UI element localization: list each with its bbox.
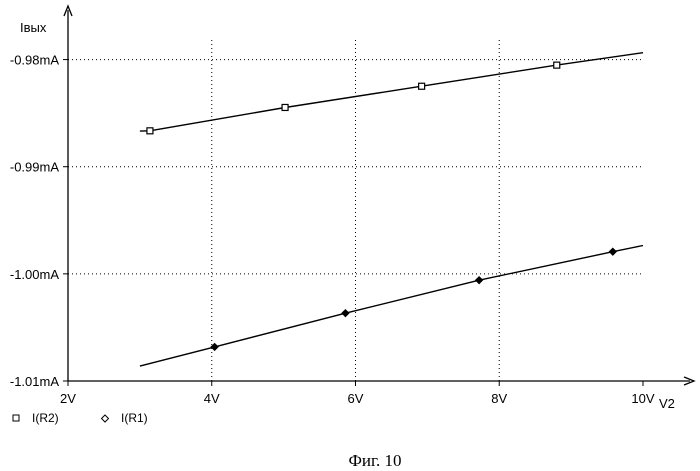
data-point-square — [554, 62, 560, 68]
y-tick-label: -1.01mA — [10, 374, 59, 389]
legend-label-i-r1: I(R1) — [121, 411, 148, 425]
x-tick-label: 8V — [491, 391, 507, 406]
data-point-diamond — [609, 248, 616, 255]
y-tick-label: -1.00mA — [10, 267, 59, 282]
legend-label-i-r2: I(R2) — [32, 411, 59, 425]
y-tick-label: -0.99mA — [10, 160, 59, 175]
data-point-diamond — [476, 277, 483, 284]
figure-caption: Фиг. 10 — [348, 451, 401, 470]
data-point-diamond — [342, 310, 349, 317]
series-line-ir2 — [140, 53, 643, 131]
legend-marker-i-r2 — [13, 415, 19, 421]
data-point-square — [147, 128, 153, 134]
series-layer — [140, 53, 643, 366]
x-tick-label: 6V — [348, 391, 364, 406]
axes — [63, 6, 694, 386]
legend: I(R2) I(R1) — [13, 411, 148, 425]
tick-labels: 2V 4V 6V 8V 10V -0.98mA -0.99mA -1.00mA -1.01mA — [10, 53, 655, 406]
x-tick-label: 2V — [60, 391, 76, 406]
y-tick-label: -0.98mA — [10, 53, 59, 68]
grid-layer — [68, 40, 643, 381]
x-axis-title: V2 — [659, 396, 675, 411]
data-point-square — [419, 83, 425, 89]
legend-marker-i-r1 — [102, 415, 109, 422]
x-tick-label: 4V — [204, 391, 220, 406]
y-axis-title: Iвых — [20, 20, 47, 35]
x-tick-label: 10V — [631, 391, 654, 406]
data-point-square — [282, 104, 288, 110]
